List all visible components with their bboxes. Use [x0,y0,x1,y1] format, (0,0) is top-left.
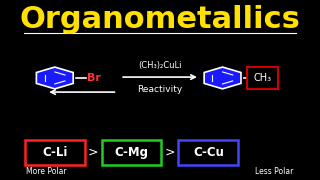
Text: >: > [88,146,99,159]
Text: Less Polar: Less Polar [255,167,294,176]
Text: (CH₃)₂CuLi: (CH₃)₂CuLi [138,61,182,70]
Polygon shape [204,67,241,89]
Text: Br: Br [87,73,100,83]
Text: >: > [165,146,175,159]
Text: C-Cu: C-Cu [193,146,224,159]
Text: C-Mg: C-Mg [115,146,148,159]
Text: C-Li: C-Li [42,146,68,159]
FancyBboxPatch shape [102,140,161,165]
FancyBboxPatch shape [25,140,85,165]
FancyBboxPatch shape [179,140,238,165]
Text: CH₃: CH₃ [253,73,271,83]
Text: Organometallics: Organometallics [20,5,300,34]
FancyBboxPatch shape [247,67,278,89]
Text: More Polar: More Polar [26,167,67,176]
Polygon shape [36,67,73,89]
Text: Reactivity: Reactivity [137,85,183,94]
